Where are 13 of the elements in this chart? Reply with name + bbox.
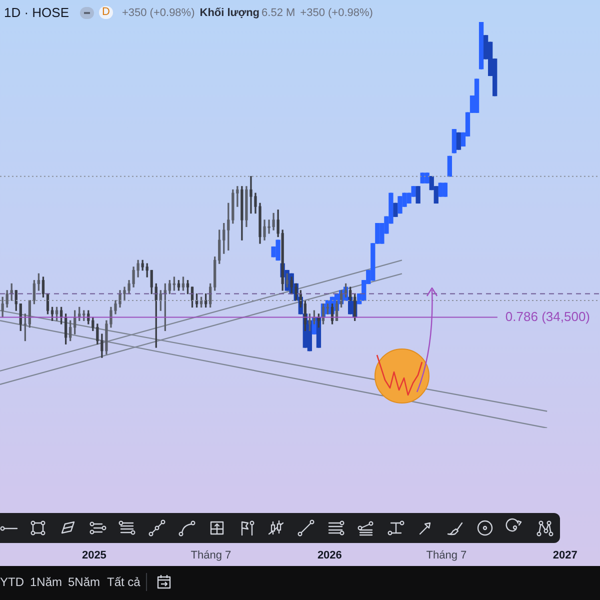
x-tick-label: 2025: [82, 550, 106, 562]
text: +350 (+0.98%): [122, 6, 195, 18]
chart-title: 1D · HOSE: [4, 5, 70, 20]
x-tick-label: 2027: [552, 550, 578, 562]
x-tick-label: 2026: [317, 550, 342, 562]
x-tick-label: Tháng 7: [190, 550, 232, 562]
text: Khối lượng: [200, 6, 260, 18]
text: 6.52 M: [262, 6, 296, 18]
text: D: [99, 6, 113, 19]
annotation: 0.786 (34,500): [505, 308, 590, 324]
text: +350 (+0.98%): [300, 6, 373, 18]
footer-bar: YTD 1Năm 5Năm Tất cả: [0, 566, 600, 600]
x-tick-label: Tháng 7: [426, 550, 467, 562]
